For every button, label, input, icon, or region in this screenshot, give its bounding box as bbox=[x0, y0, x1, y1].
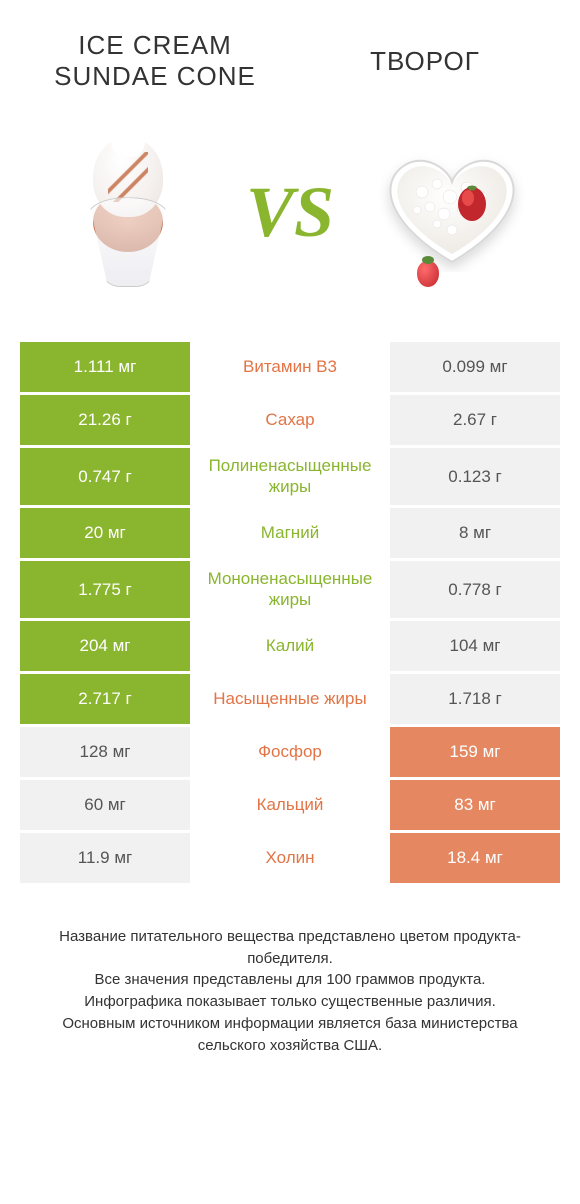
table-row: 1.111 мгВитамин B30.099 мг bbox=[20, 342, 560, 392]
cell-nutrient: Кальций bbox=[190, 780, 390, 830]
vs-column: VS bbox=[236, 171, 344, 254]
cell-nutrient: Полиненасыщенные жиры bbox=[190, 448, 390, 505]
cottage-cheese-icon bbox=[362, 127, 542, 297]
cell-left: 11.9 мг bbox=[20, 833, 190, 883]
cell-nutrient: Магний bbox=[190, 508, 390, 558]
cell-nutrient: Калий bbox=[190, 621, 390, 671]
table-row: 20 мгМагний8 мг bbox=[20, 508, 560, 558]
cell-left: 204 мг bbox=[20, 621, 190, 671]
cell-left: 21.26 г bbox=[20, 395, 190, 445]
header-left: ICE CREAM SUNDAE CONE bbox=[20, 30, 290, 92]
cell-left: 20 мг bbox=[20, 508, 190, 558]
header: ICE CREAM SUNDAE CONE ТВОРОГ bbox=[0, 0, 580, 102]
footer-line: Основным источником информации является … bbox=[30, 1013, 550, 1057]
cell-nutrient: Насыщенные жиры bbox=[190, 674, 390, 724]
footer-line: Инфографика показывает только существенн… bbox=[30, 991, 550, 1013]
cell-right: 2.67 г bbox=[390, 395, 560, 445]
image-right bbox=[344, 112, 560, 312]
cell-left: 1.775 г bbox=[20, 561, 190, 618]
table-row: 1.775 гМононенасыщенные жиры0.778 г bbox=[20, 561, 560, 618]
cell-nutrient: Сахар bbox=[190, 395, 390, 445]
footer-line: Все значения представлены для 100 граммо… bbox=[30, 969, 550, 991]
comparison-table: 1.111 мгВитамин B30.099 мг21.26 гСахар2.… bbox=[0, 342, 580, 886]
cell-right: 159 мг bbox=[390, 727, 560, 777]
cell-nutrient: Фосфор bbox=[190, 727, 390, 777]
cell-right: 18.4 мг bbox=[390, 833, 560, 883]
images-row: VS bbox=[0, 102, 580, 342]
vs-text: VS bbox=[246, 171, 334, 254]
cell-left: 2.717 г bbox=[20, 674, 190, 724]
table-row: 0.747 гПолиненасыщенные жиры0.123 г bbox=[20, 448, 560, 505]
image-left bbox=[20, 112, 236, 312]
footer: Название питательного вещества представл… bbox=[0, 886, 580, 1077]
cell-right: 0.099 мг bbox=[390, 342, 560, 392]
cell-right: 8 мг bbox=[390, 508, 560, 558]
table-row: 11.9 мгХолин18.4 мг bbox=[20, 833, 560, 883]
cell-left: 1.111 мг bbox=[20, 342, 190, 392]
table-row: 60 мгКальций83 мг bbox=[20, 780, 560, 830]
table-row: 128 мгФосфор159 мг bbox=[20, 727, 560, 777]
cell-right: 83 мг bbox=[390, 780, 560, 830]
title-right: ТВОРОГ bbox=[290, 46, 560, 77]
cell-left: 128 мг bbox=[20, 727, 190, 777]
title-left: ICE CREAM SUNDAE CONE bbox=[20, 30, 290, 92]
header-right: ТВОРОГ bbox=[290, 46, 560, 77]
table-row: 2.717 гНасыщенные жиры1.718 г bbox=[20, 674, 560, 724]
sundae-icon bbox=[68, 127, 188, 297]
cell-nutrient: Витамин B3 bbox=[190, 342, 390, 392]
cell-right: 1.718 г bbox=[390, 674, 560, 724]
cell-right: 104 мг bbox=[390, 621, 560, 671]
cell-left: 0.747 г bbox=[20, 448, 190, 505]
cell-nutrient: Холин bbox=[190, 833, 390, 883]
footer-line: Название питательного вещества представл… bbox=[30, 926, 550, 970]
table-row: 21.26 гСахар2.67 г bbox=[20, 395, 560, 445]
cell-nutrient: Мононенасыщенные жиры bbox=[190, 561, 390, 618]
cell-right: 0.123 г bbox=[390, 448, 560, 505]
cell-left: 60 мг bbox=[20, 780, 190, 830]
cell-right: 0.778 г bbox=[390, 561, 560, 618]
table-row: 204 мгКалий104 мг bbox=[20, 621, 560, 671]
